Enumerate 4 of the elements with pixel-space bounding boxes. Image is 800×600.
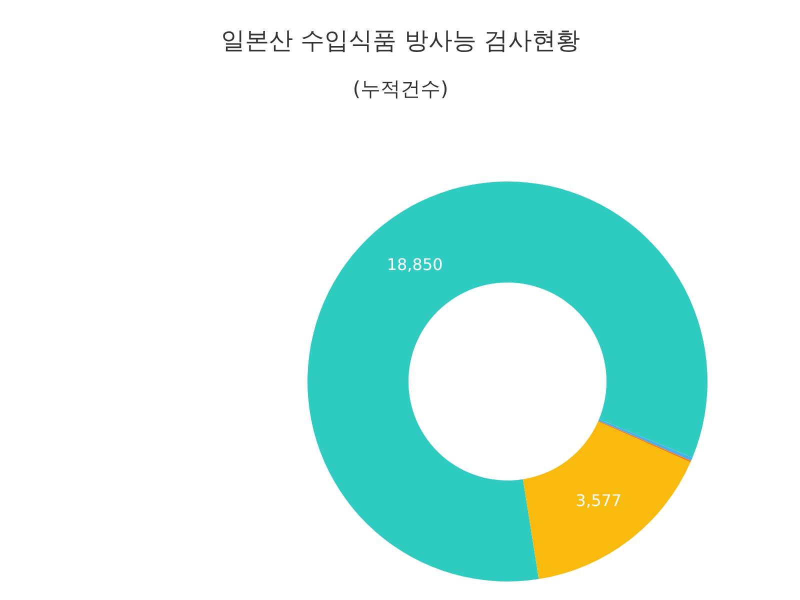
data-label: 18,850 [386, 255, 443, 274]
chart-subtitle: (누적건수) [352, 76, 448, 100]
data-label: 3,577 [576, 490, 622, 510]
chart-title: 일본산 수입식품 방사능 검사현황 [221, 26, 580, 54]
